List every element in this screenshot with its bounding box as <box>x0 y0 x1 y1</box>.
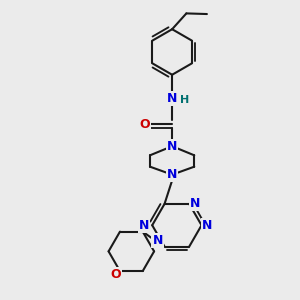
Text: N: N <box>167 92 177 105</box>
Text: H: H <box>179 95 189 105</box>
Text: N: N <box>152 234 163 248</box>
Text: N: N <box>190 197 200 210</box>
Text: N: N <box>202 219 212 232</box>
Text: O: O <box>139 118 150 130</box>
Text: N: N <box>139 219 149 232</box>
Text: N: N <box>167 140 177 153</box>
Text: N: N <box>167 168 177 181</box>
Text: O: O <box>111 268 122 281</box>
